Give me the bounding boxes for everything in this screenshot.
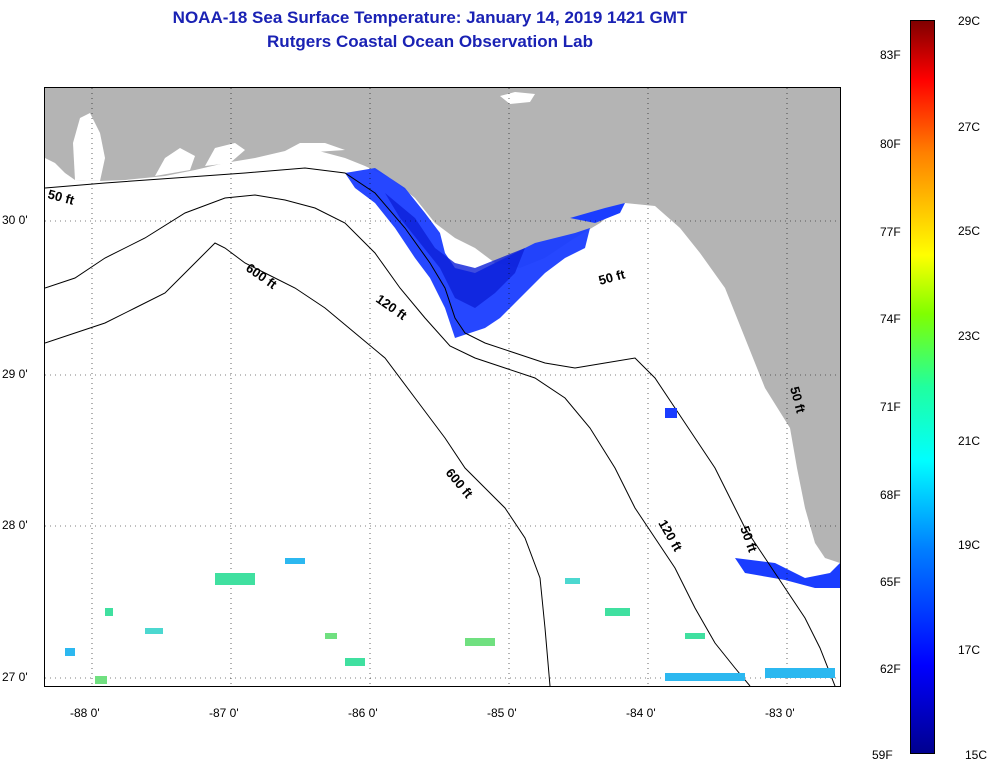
colorbar-f-label: 65F [880, 575, 901, 589]
colorbar-f-label: 62F [880, 662, 901, 676]
lat-tick: 28 0' [2, 518, 28, 532]
contour-label: 50 ft [46, 186, 76, 208]
map-title: NOAA-18 Sea Surface Temperature: January… [172, 8, 688, 27]
colorbar-c-label: 17C [958, 643, 981, 657]
cold-sst-core [385, 193, 525, 308]
bay-inlet-4 [285, 143, 345, 152]
cold-sst-east [570, 203, 625, 223]
contour-label: 50 ft [597, 266, 627, 288]
colorbar-c-label: 25C [958, 224, 981, 238]
contour-120ft [45, 194, 751, 686]
lon-tick: -84 0' [626, 706, 656, 720]
cold-sst-plume [345, 168, 590, 338]
colorbar-c-label: 23C [958, 329, 981, 343]
temperature-colorbar [910, 20, 935, 754]
lat-tick: 27 0' [2, 670, 28, 684]
bay-inlet-3 [205, 143, 245, 166]
bay-inlet-2 [155, 148, 195, 176]
contour-label: 120 ft [373, 291, 410, 323]
colorbar-f-label: 59F [872, 748, 893, 762]
colorbar-f-label: 74F [880, 312, 901, 326]
land-mass-north [45, 88, 840, 563]
cold-sst-coast-south [735, 558, 840, 588]
lake [500, 92, 535, 104]
contour-50ft [45, 167, 836, 686]
colorbar-c-label: 19C [958, 538, 981, 552]
colorbar-f-label: 77F [880, 225, 901, 239]
lon-tick: -88 0' [70, 706, 100, 720]
lon-tick: -87 0' [209, 706, 239, 720]
contour-label: 120 ft [655, 517, 685, 554]
contour-label: 600 ft [243, 260, 280, 292]
scattered-sst-pixels [65, 408, 835, 684]
contour-label: 50 ft [787, 385, 809, 415]
lat-tick: 29 0' [2, 367, 28, 381]
lon-tick: -85 0' [487, 706, 517, 720]
colorbar-f-label: 68F [880, 488, 901, 502]
lon-tick: -86 0' [348, 706, 378, 720]
contour-600ft [45, 242, 551, 686]
bay-inlet [73, 113, 105, 181]
lat-tick: 30 0' [2, 213, 28, 227]
colorbar-c-label: 29C [958, 14, 981, 28]
map-subtitle: Rutgers Coastal Ocean Observation Lab [267, 32, 593, 51]
colorbar-f-label: 80F [880, 137, 901, 151]
lon-tick: -83 0' [765, 706, 795, 720]
colorbar-f-label: 83F [880, 48, 901, 62]
contour-label: 600 ft [443, 465, 477, 501]
colorbar-c-label: 15C [965, 748, 988, 762]
sst-map: 50 ft 600 ft 120 ft 50 ft 600 ft 120 ft … [44, 87, 841, 687]
colorbar-f-label: 71F [880, 400, 901, 414]
colorbar-c-label: 21C [958, 434, 981, 448]
colorbar-c-label: 27C [958, 120, 981, 134]
contour-label: 50 ft [737, 524, 760, 555]
